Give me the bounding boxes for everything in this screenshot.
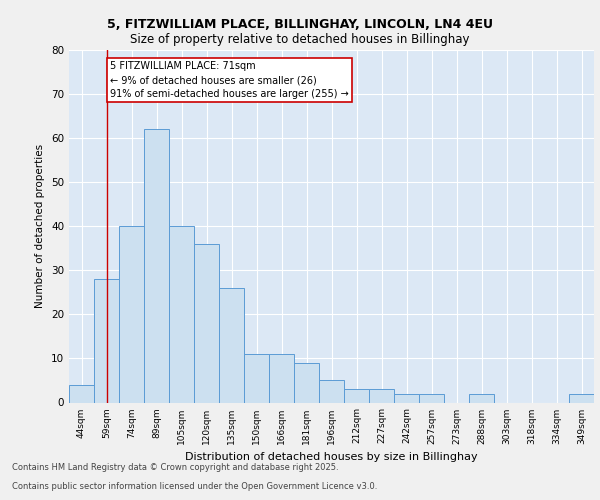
Bar [194, 244, 219, 402]
Bar [244, 354, 269, 403]
Text: 5 FITZWILLIAM PLACE: 71sqm
← 9% of detached houses are smaller (26)
91% of semi-: 5 FITZWILLIAM PLACE: 71sqm ← 9% of detac… [110, 61, 349, 99]
Bar [119, 226, 144, 402]
Bar [569, 394, 594, 402]
Bar [94, 279, 119, 402]
Bar [419, 394, 444, 402]
X-axis label: Distribution of detached houses by size in Billinghay: Distribution of detached houses by size … [185, 452, 478, 462]
Bar [269, 354, 294, 403]
Bar [219, 288, 244, 403]
Text: 5, FITZWILLIAM PLACE, BILLINGHAY, LINCOLN, LN4 4EU: 5, FITZWILLIAM PLACE, BILLINGHAY, LINCOL… [107, 18, 493, 30]
Bar [469, 394, 494, 402]
Bar [144, 130, 169, 402]
Y-axis label: Number of detached properties: Number of detached properties [35, 144, 46, 308]
Bar [169, 226, 194, 402]
Bar [369, 390, 394, 402]
Text: Contains public sector information licensed under the Open Government Licence v3: Contains public sector information licen… [12, 482, 377, 491]
Text: Contains HM Land Registry data © Crown copyright and database right 2025.: Contains HM Land Registry data © Crown c… [12, 464, 338, 472]
Text: Size of property relative to detached houses in Billinghay: Size of property relative to detached ho… [130, 32, 470, 46]
Bar [394, 394, 419, 402]
Bar [344, 390, 369, 402]
Bar [69, 385, 94, 402]
Bar [319, 380, 344, 402]
Bar [294, 363, 319, 403]
